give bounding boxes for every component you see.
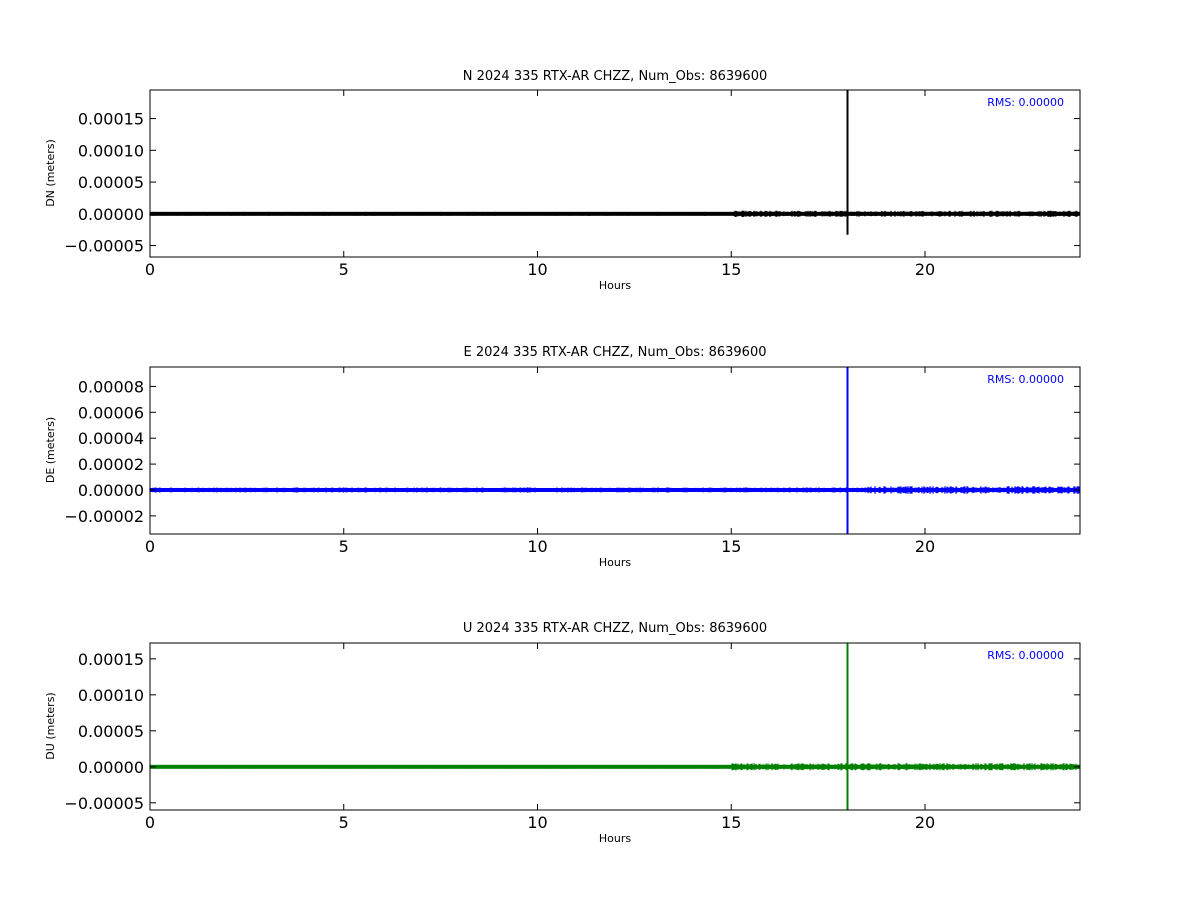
axis-ticks: 0 5 10 15 20 −0.00005 0.00000 0.00005 0.00010 0.0… [64, 90, 1080, 279]
y-tick-label: 0.00005 [78, 722, 144, 741]
axis-ticks: 0 5 10 15 20 −0.00002 0.00000 0.00002 0.00004 0.0… [64, 367, 1080, 556]
panel-east: E 2024 335 RTX-AR CHZZ, Num_Obs: 8639600… [44, 345, 1081, 569]
x-tick-label: 10 [527, 260, 547, 279]
y-tick-label: 0.00000 [78, 481, 144, 500]
panel-title: U 2024 335 RTX-AR CHZZ, Num_Obs: 8639600 [463, 621, 767, 636]
y-tick-label: 0.00006 [78, 403, 144, 422]
plot-frame [149, 366, 1081, 535]
x-axis-label: Hours [599, 832, 631, 845]
y-tick-label: 0.00005 [78, 173, 144, 192]
x-tick-label: 10 [527, 537, 547, 556]
x-tick-label: 5 [339, 813, 349, 832]
x-tick-label: 20 [915, 537, 935, 556]
x-tick-label: 20 [915, 260, 935, 279]
y-tick-label: −0.00005 [64, 794, 144, 813]
y-tick-label: 0.00015 [78, 650, 144, 669]
rms-label: RMS: 0.00000 [987, 649, 1064, 662]
y-tick-label: 0.00004 [78, 429, 144, 448]
x-tick-label: 5 [339, 260, 349, 279]
y-tick-label: 0.00000 [78, 758, 144, 777]
y-tick-label: 0.00002 [78, 455, 144, 474]
panel-up: U 2024 335 RTX-AR CHZZ, Num_Obs: 8639600… [44, 621, 1081, 845]
y-tick-label: −0.00002 [64, 507, 144, 526]
x-tick-label: 15 [721, 260, 741, 279]
axis-ticks: 0 5 10 15 20 −0.00005 0.00000 0.00005 0.00010 0.0… [64, 643, 1080, 832]
y-tick-label: 0.00000 [78, 205, 144, 224]
plot-frame [149, 642, 1081, 811]
rms-label: RMS: 0.00000 [987, 373, 1064, 386]
x-tick-label: 20 [915, 813, 935, 832]
y-tick-label: 0.00008 [78, 377, 144, 396]
rms-label: RMS: 0.00000 [987, 96, 1064, 109]
y-tick-label: 0.00010 [78, 686, 144, 705]
panel-north: N 2024 335 RTX-AR CHZZ, Num_Obs: 8639600… [44, 69, 1081, 292]
x-tick-label: 15 [721, 537, 741, 556]
series-trace [149, 643, 1080, 810]
x-tick-label: 0 [145, 813, 155, 832]
y-axis-label: DE (meters) [44, 417, 57, 483]
y-tick-label: −0.00005 [64, 237, 144, 256]
panel-title: N 2024 335 RTX-AR CHZZ, Num_Obs: 8639600 [463, 69, 768, 84]
x-axis-label: Hours [599, 279, 631, 292]
y-axis-label: DN (meters) [44, 139, 57, 207]
x-tick-label: 0 [145, 537, 155, 556]
plot-frame [149, 89, 1081, 258]
y-tick-label: 0.00010 [78, 141, 144, 160]
x-axis-label: Hours [599, 556, 631, 569]
y-axis-label: DU (meters) [44, 692, 57, 759]
x-tick-label: 5 [339, 537, 349, 556]
x-tick-label: 0 [145, 260, 155, 279]
panel-title: E 2024 335 RTX-AR CHZZ, Num_Obs: 8639600 [464, 345, 767, 360]
x-tick-label: 10 [527, 813, 547, 832]
x-tick-label: 15 [721, 813, 741, 832]
y-tick-label: 0.00015 [78, 110, 144, 129]
